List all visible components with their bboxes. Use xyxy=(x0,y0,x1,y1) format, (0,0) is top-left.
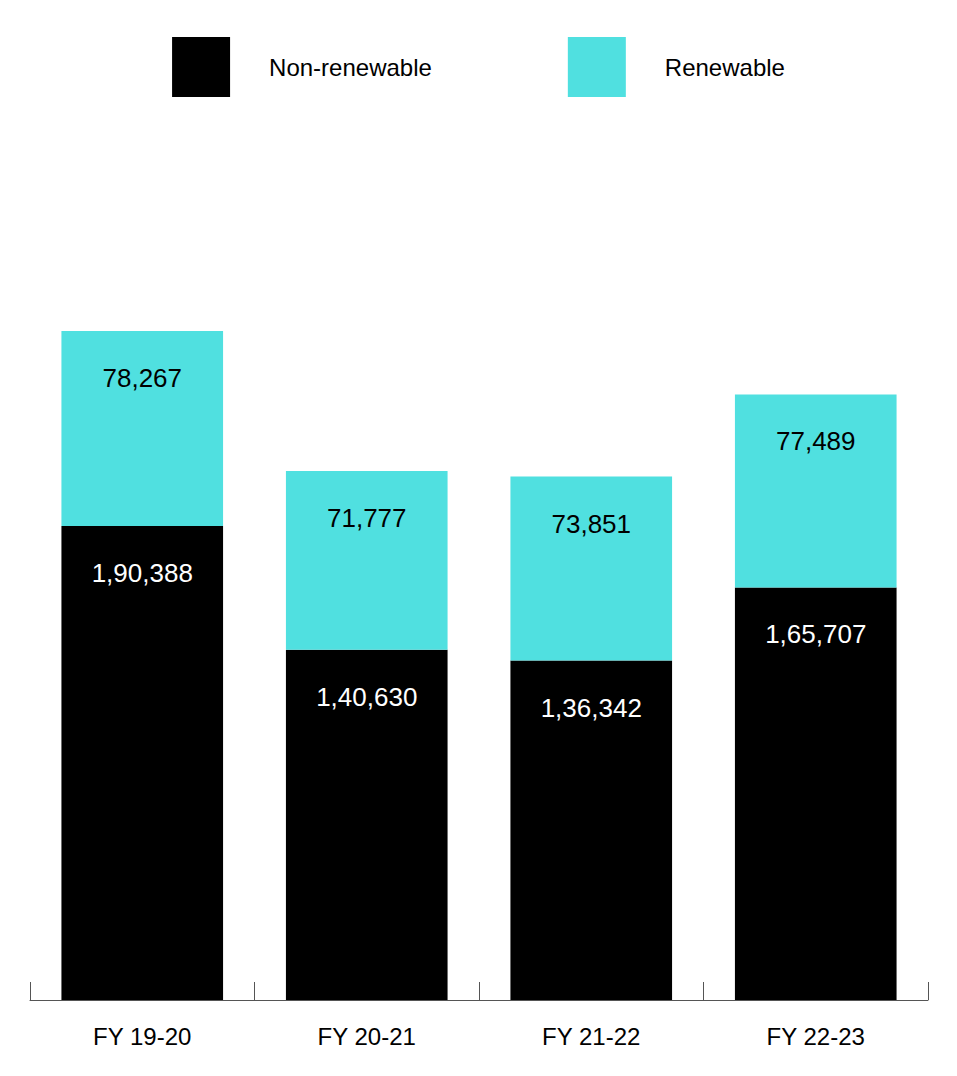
svg-text:78,267: 78,267 xyxy=(102,363,182,393)
svg-text:77,489: 77,489 xyxy=(776,426,856,456)
svg-text:Renewable: Renewable xyxy=(665,54,785,81)
svg-text:FY 21-22: FY 21-22 xyxy=(542,1023,640,1050)
svg-text:1,90,388: 1,90,388 xyxy=(92,558,193,588)
svg-text:71,777: 71,777 xyxy=(327,503,407,533)
svg-text:73,851: 73,851 xyxy=(551,509,631,539)
svg-text:1,65,707: 1,65,707 xyxy=(765,619,866,649)
svg-text:Non-renewable: Non-renewable xyxy=(269,54,432,81)
svg-text:FY 19-20: FY 19-20 xyxy=(93,1023,191,1050)
svg-text:1,40,630: 1,40,630 xyxy=(316,682,417,712)
svg-text:FY 22-23: FY 22-23 xyxy=(767,1023,865,1050)
svg-text:1,36,342: 1,36,342 xyxy=(541,693,642,723)
svg-text:FY 20-21: FY 20-21 xyxy=(318,1023,416,1050)
